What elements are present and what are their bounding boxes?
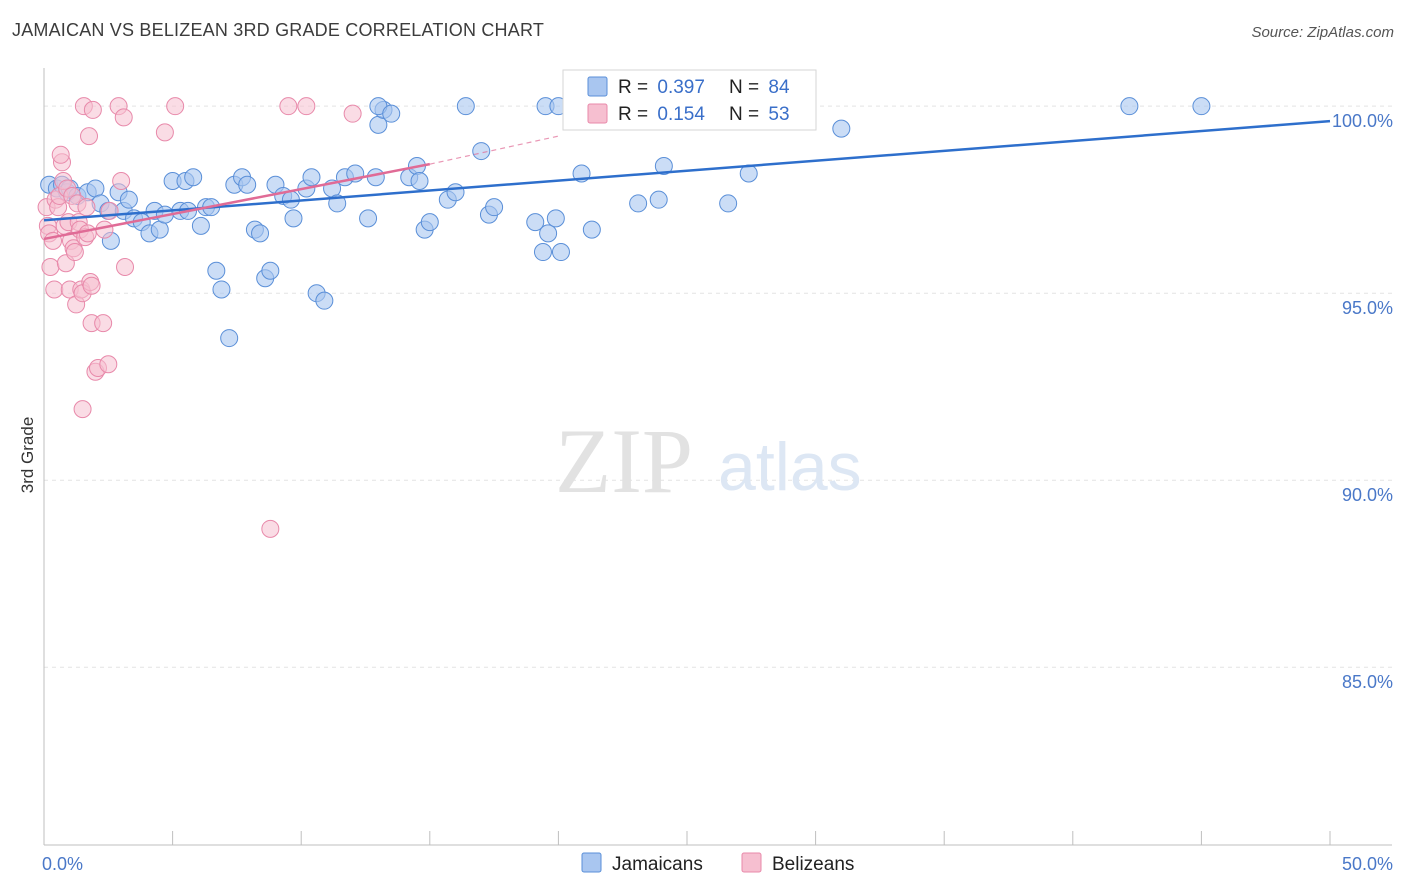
trend-lines	[43, 119, 1331, 241]
jamaican-points	[40, 97, 1211, 348]
belizean-point	[112, 171, 131, 190]
belizean-point	[45, 280, 64, 299]
y-tick-label: 95.0%	[1342, 298, 1393, 318]
watermark-atlas: atlas	[718, 429, 862, 505]
jamaican-point	[184, 168, 203, 187]
jamaican-point	[629, 194, 648, 213]
belizean-point	[114, 108, 133, 127]
x-tick-labels: 0.0% 50.0%	[42, 854, 1393, 874]
y-tick-label: 100.0%	[1332, 111, 1393, 131]
jamaican-point	[546, 209, 565, 228]
legend-belizeans-swatch	[741, 852, 762, 873]
jamaican-point	[456, 97, 475, 116]
jamaican-point	[832, 119, 851, 138]
jamaican-n-value: 84	[768, 77, 790, 98]
jamaican-point	[420, 213, 439, 232]
series-legend: Jamaicans Belizeans	[581, 852, 854, 875]
jamaican-point	[472, 142, 491, 161]
belizean-trend-line	[43, 162, 431, 241]
jamaican-n-label: N =	[729, 77, 764, 98]
y-tick-label: 90.0%	[1342, 485, 1393, 505]
jamaican-point	[220, 329, 239, 348]
belizean-r-label: R =	[618, 104, 653, 125]
x-axis-ticks	[43, 831, 1331, 845]
jamaican-point	[551, 243, 570, 262]
belizean-point	[116, 258, 135, 277]
jamaican-point	[86, 179, 105, 198]
jamaican-point	[251, 224, 270, 243]
belizean-trend-extension	[429, 135, 559, 165]
belizean-point	[80, 127, 99, 146]
jamaican-point	[582, 220, 601, 239]
jamaican-r-label: R =	[618, 77, 653, 98]
jamaican-r-value: 0.397	[657, 77, 705, 98]
belizean-point	[166, 97, 185, 116]
jamaican-point	[191, 216, 210, 235]
belizean-point	[99, 355, 118, 374]
jamaican-point	[119, 190, 138, 209]
jamaican-point	[212, 280, 231, 299]
belizean-point	[261, 519, 280, 538]
belizean-point	[65, 243, 84, 262]
chart-title: JAMAICAN VS BELIZEAN 3RD GRADE CORRELATI…	[12, 20, 545, 40]
jamaican-point	[410, 171, 429, 190]
jamaican-point	[533, 243, 552, 262]
y-axis-title: 3rd Grade	[18, 417, 37, 494]
x-tick-label: 50.0%	[1342, 854, 1393, 874]
jamaican-point	[719, 194, 738, 213]
jamaican-point	[1120, 97, 1139, 116]
belizean-point	[77, 198, 96, 217]
belizean-point	[73, 400, 92, 419]
jamaican-point	[150, 220, 169, 239]
legend-jamaicans-swatch	[581, 852, 602, 873]
jamaican-point	[261, 261, 280, 280]
jamaican-legend-swatch	[587, 76, 608, 97]
belizean-point	[78, 224, 97, 243]
belizean-legend-swatch	[587, 103, 608, 124]
belizean-point	[279, 97, 298, 116]
jamaican-point	[238, 175, 257, 194]
belizean-n-label: N =	[729, 104, 764, 125]
belizean-point	[41, 258, 60, 277]
belizean-points	[37, 97, 362, 538]
jamaican-point	[446, 183, 465, 202]
jamaican-stats: R = 0.397 N = 84	[618, 77, 790, 98]
jamaican-point	[284, 209, 303, 228]
jamaican-point	[539, 224, 558, 243]
belizean-stats: R = 0.154 N = 53	[618, 104, 790, 125]
source-label: Source: ZipAtlas.com	[1251, 24, 1394, 41]
belizean-point	[94, 314, 113, 333]
belizean-point	[343, 104, 362, 123]
legend-belizeans-label: Belizeans	[772, 854, 854, 875]
jamaican-point	[526, 213, 545, 232]
jamaican-point	[366, 168, 385, 187]
belizean-point	[155, 123, 174, 142]
jamaican-point	[302, 168, 321, 187]
y-tick-label: 85.0%	[1342, 672, 1393, 692]
watermark-zip: ZIP	[555, 410, 693, 512]
jamaican-trend-line	[43, 119, 1331, 222]
jamaican-point	[207, 261, 226, 280]
jamaican-point	[359, 209, 378, 228]
jamaican-point	[654, 157, 673, 176]
jamaican-point	[1192, 97, 1211, 116]
jamaican-point	[315, 291, 334, 310]
belizean-point	[83, 100, 102, 119]
belizean-point	[51, 145, 70, 164]
stats-legend: R = 0.397 N = 84 R = 0.154 N = 53	[562, 69, 817, 131]
belizean-r-value: 0.154	[657, 104, 705, 125]
jamaican-point	[485, 198, 504, 217]
belizean-n-value: 53	[768, 104, 789, 125]
y-tick-labels: 100.0% 95.0% 90.0% 85.0%	[1332, 111, 1393, 692]
belizean-point	[297, 97, 316, 116]
belizean-point	[82, 276, 101, 295]
jamaican-point	[382, 104, 401, 123]
x-tick-label: 0.0%	[42, 854, 83, 874]
jamaican-point	[649, 190, 668, 209]
legend-jamaicans-label: Jamaicans	[612, 854, 703, 875]
